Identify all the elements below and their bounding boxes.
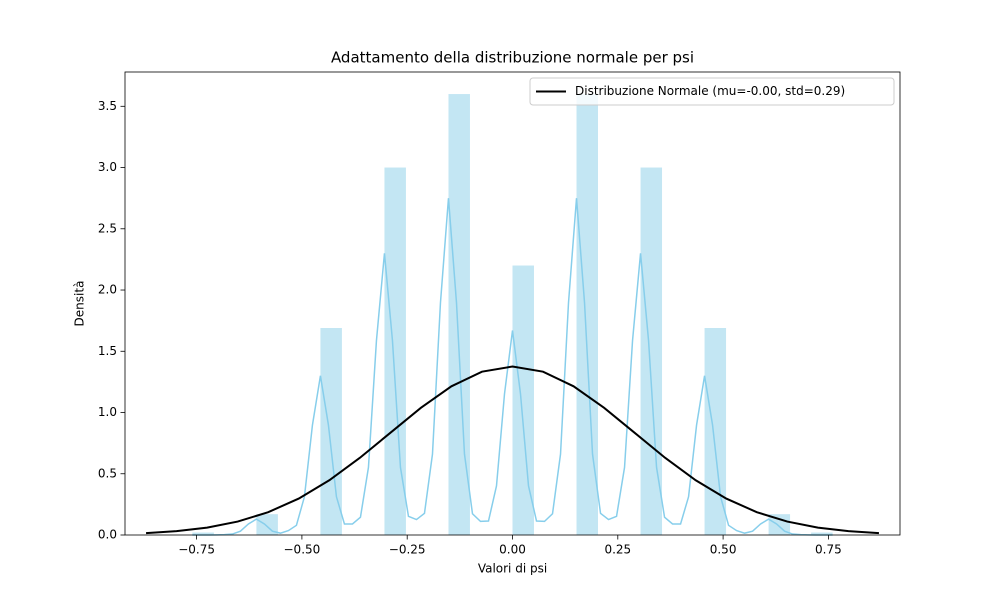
y-axis-label: Densità: [73, 281, 87, 327]
bar: [384, 167, 406, 536]
y-tick-label: 1.0: [98, 405, 117, 419]
x-tick-label: 0.00: [499, 543, 526, 557]
y-tick-label: 0.5: [98, 466, 117, 480]
y-tick-label: 3.0: [98, 160, 117, 174]
y-tick-label: 2.0: [98, 283, 117, 297]
bar: [192, 532, 214, 535]
bar: [704, 327, 727, 535]
bar: [576, 94, 599, 536]
y-tick-label: 0.0: [98, 528, 117, 542]
x-tick-label: −0.25: [389, 543, 426, 557]
x-tick-label: 0.50: [710, 543, 737, 557]
y-tick-label: 3.5: [98, 99, 117, 113]
kde-line: [192, 198, 833, 536]
y-tick-label: 1.5: [98, 344, 117, 358]
bar: [256, 514, 278, 535]
bar: [448, 94, 470, 536]
x-axis-label: Valori di psi: [478, 562, 547, 576]
legend-box: [529, 77, 895, 106]
x-tick-label: 0.75: [815, 543, 842, 557]
x-tick-label: −0.50: [284, 543, 321, 557]
normal-fit-line: [145, 365, 880, 535]
bar: [512, 265, 534, 535]
x-tick-label: −0.75: [178, 543, 215, 557]
legend-label: Distribuzione Normale (mu=-0.00, std=0.2…: [575, 84, 845, 98]
y-tick-label: 2.5: [98, 221, 117, 235]
bar: [768, 514, 791, 535]
x-tick-label: 0.25: [604, 543, 631, 557]
chart-title: Adattamento della distribuzione normale …: [331, 49, 694, 67]
bar: [811, 532, 833, 535]
